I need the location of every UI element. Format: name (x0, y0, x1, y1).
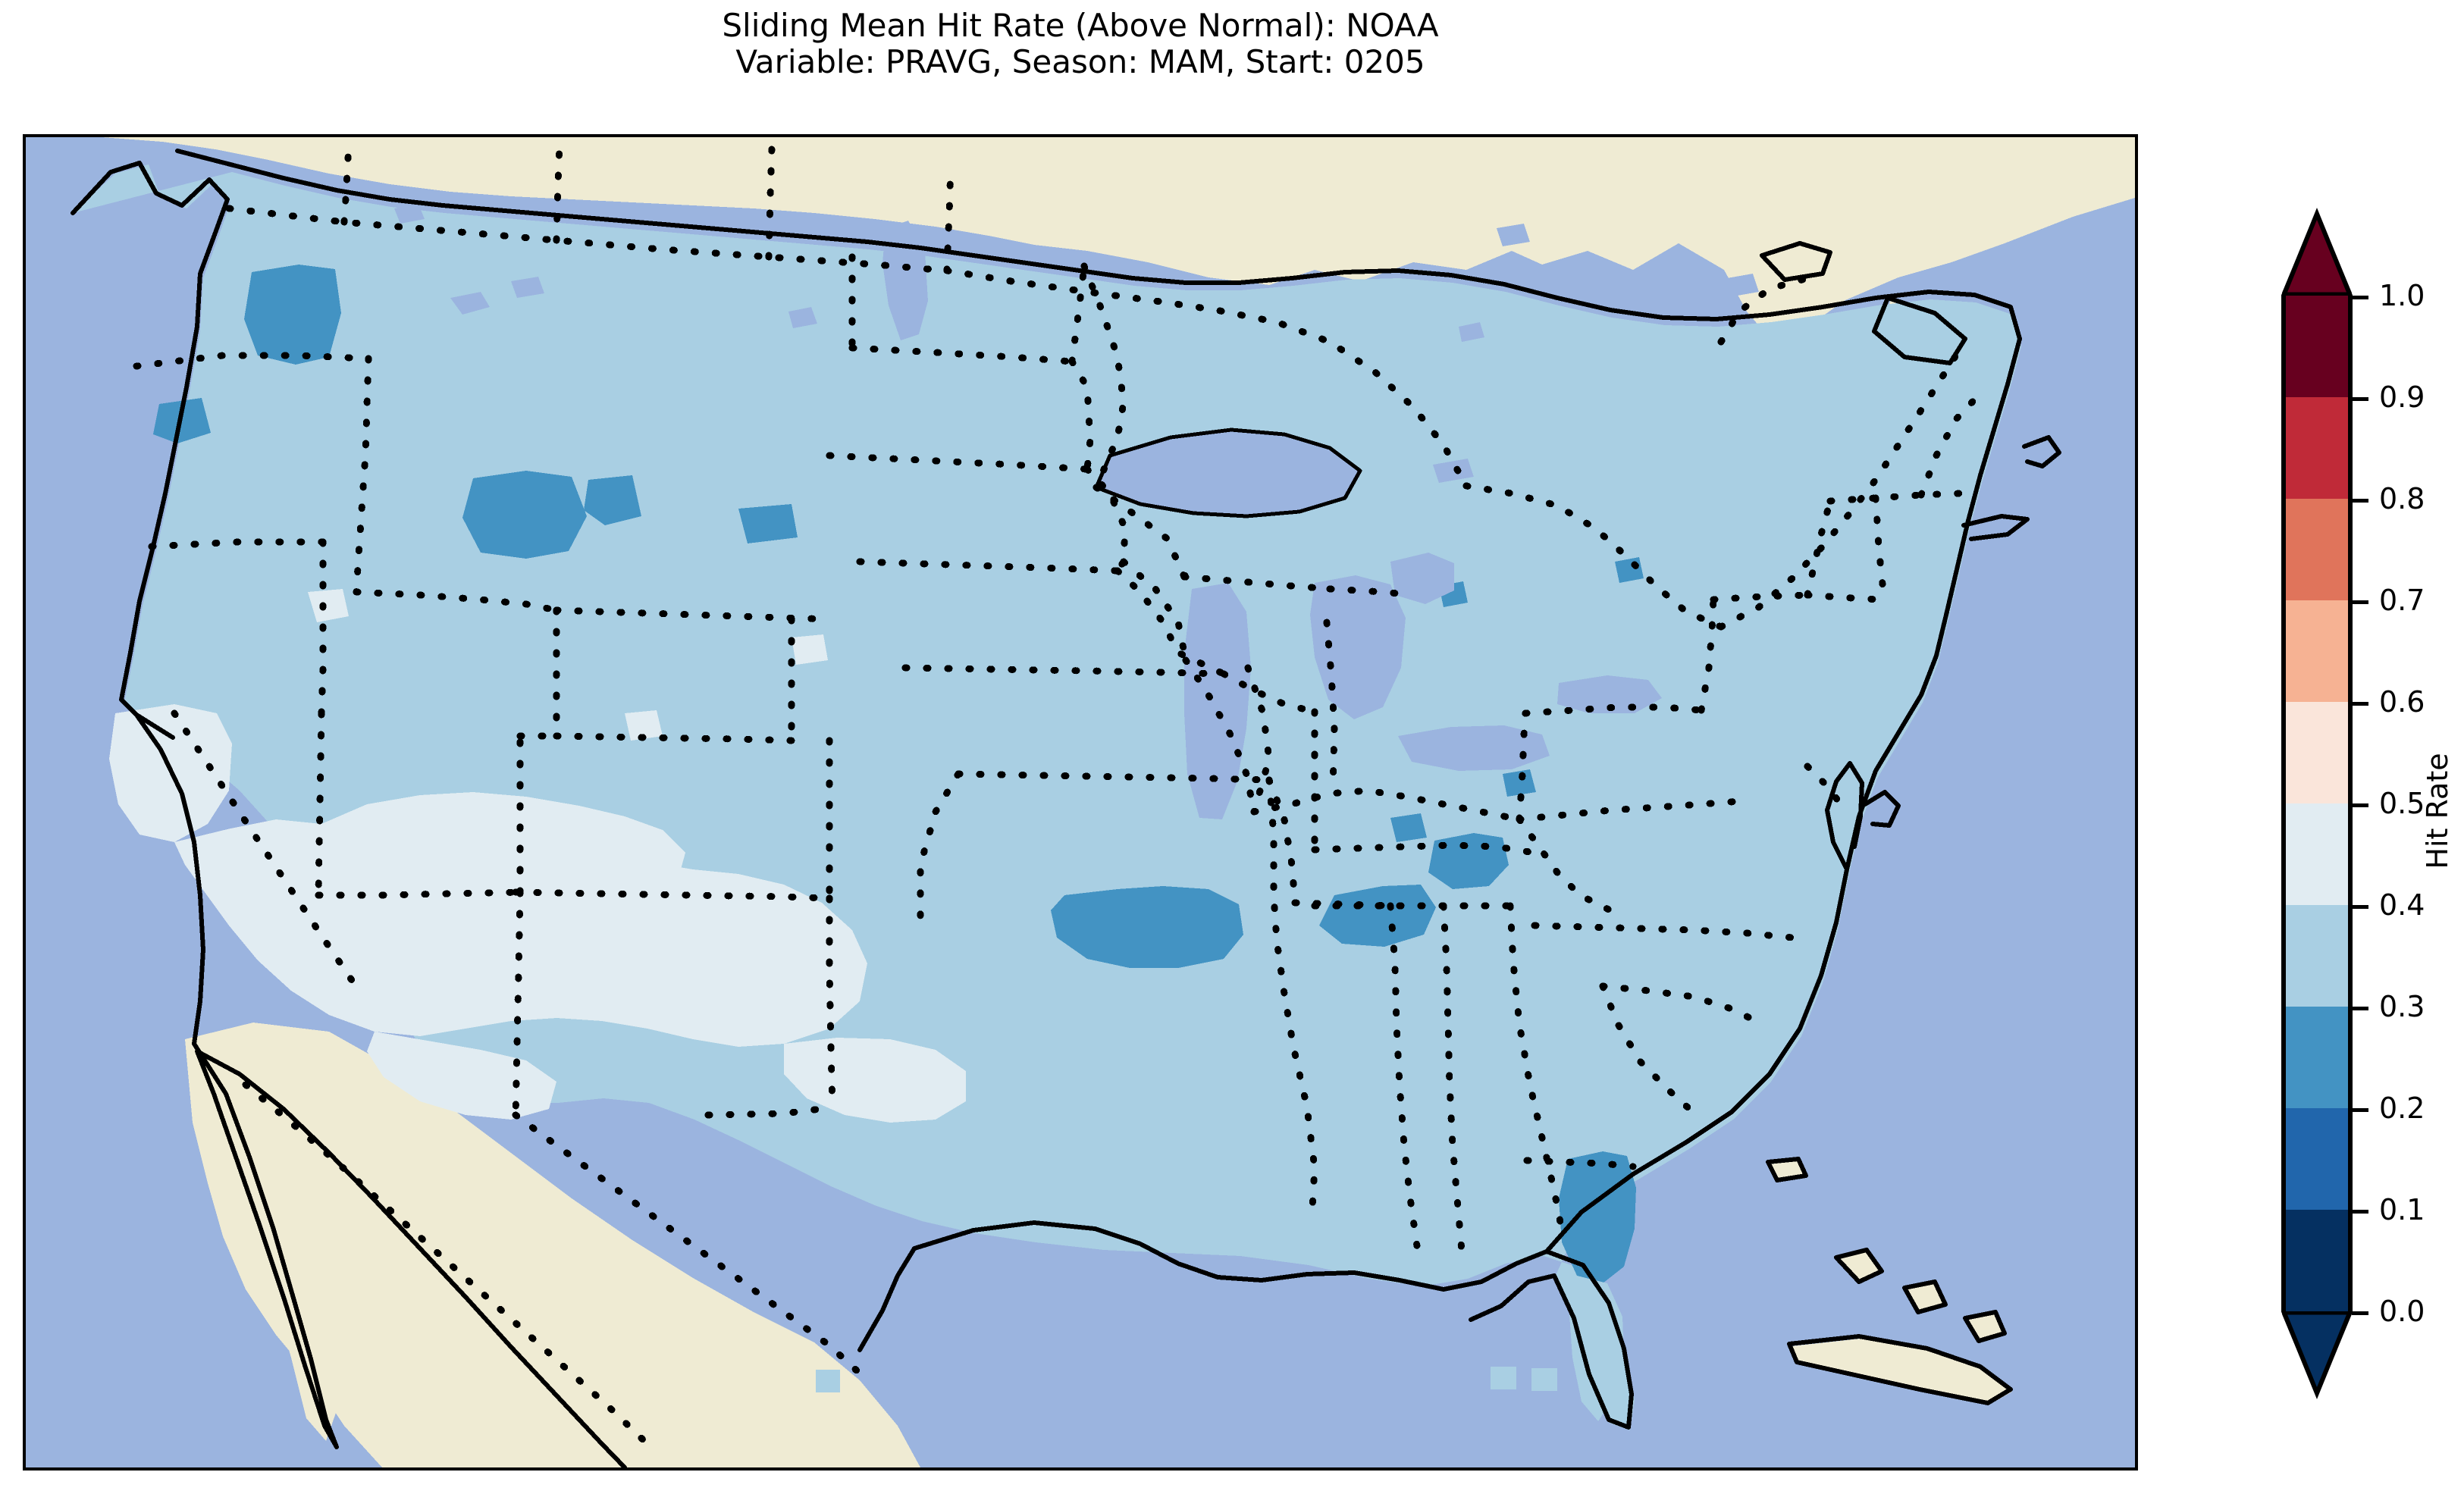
colorbar-tick (2352, 1007, 2368, 1010)
colorbar-tick (2352, 1210, 2368, 1214)
colorbar-outline (2281, 208, 2353, 1399)
colorbar-band-070-080 (2282, 499, 2352, 600)
colorbar-tick (2352, 1311, 2368, 1315)
colorbar-tick (2352, 905, 2368, 909)
cuba (1792, 1339, 2012, 1405)
colorbar-tick-label: 0.8 (2379, 482, 2425, 515)
coastline-layer (71, 149, 2061, 1467)
state-borders-layer (133, 139, 1986, 1448)
colorbar-tick-label: 0.1 (2379, 1193, 2425, 1226)
data-band-040-050 (109, 589, 966, 1123)
chart-title-block: Sliding Mean Hit Rate (Above Normal): NO… (0, 0, 2161, 81)
colorbar-tick (2352, 702, 2368, 706)
colorbar-tick-label: 0.3 (2379, 990, 2425, 1023)
data-scatter-cells (816, 1367, 1557, 1392)
map-canvas (26, 137, 2135, 1467)
colorbar-tick (2352, 803, 2368, 807)
colorbar-band-030-040 (2282, 905, 2352, 1007)
map-panel (23, 134, 2138, 1471)
great-lakes-layer (394, 204, 1759, 819)
colorbar-band-090-100 (2282, 296, 2352, 397)
colorbar-band-050-060 (2282, 702, 2352, 803)
colorbar-axis-label: Hit Rate (2421, 753, 2454, 869)
colorbar-tick-label: 0.0 (2379, 1295, 2425, 1328)
colorbar-tick (2352, 499, 2368, 503)
canada-landmass (26, 137, 2135, 285)
colorbar-bands (2282, 296, 2352, 1311)
colorbar-tick-label: 0.2 (2379, 1092, 2425, 1125)
colorbar-band-000-010 (2282, 1210, 2352, 1311)
colorbar-tick-label: 0.5 (2379, 787, 2425, 820)
page-subtitle: Variable: PRAVG, Season: MAM, Start: 020… (735, 43, 1425, 81)
colorbar-band-040-050 (2282, 803, 2352, 905)
colorbar-tick (2352, 397, 2368, 401)
colorbar-band-010-020 (2282, 1108, 2352, 1210)
colorbar: 1.0 0.9 0.8 0.7 0.6 0.5 0.4 0.3 0.2 0.1 … (2281, 208, 2464, 1410)
baja-california (200, 1077, 337, 1441)
colorbar-tick (2352, 296, 2368, 299)
data-band-020-030 (153, 265, 1644, 1283)
colorbar-tick-label: 1.0 (2379, 279, 2425, 312)
colorbar-band-020-030 (2282, 1007, 2352, 1108)
mexico-landmass (185, 1023, 920, 1467)
colorbar-tick-label: 0.9 (2379, 381, 2425, 414)
canada-east (1679, 160, 2135, 338)
colorbar-tick (2352, 600, 2368, 604)
colorbar-tick (2352, 1108, 2368, 1112)
colorbar-tick-label: 0.4 (2379, 888, 2425, 922)
colorbar-tick-label: 0.7 (2379, 584, 2425, 617)
page-title: Sliding Mean Hit Rate (Above Normal): NO… (722, 7, 1439, 44)
colorbar-band-080-090 (2282, 397, 2352, 499)
colorbar-band-060-070 (2282, 600, 2352, 702)
colorbar-tick-label: 0.6 (2379, 685, 2425, 719)
data-raster-layer (73, 164, 2021, 1430)
